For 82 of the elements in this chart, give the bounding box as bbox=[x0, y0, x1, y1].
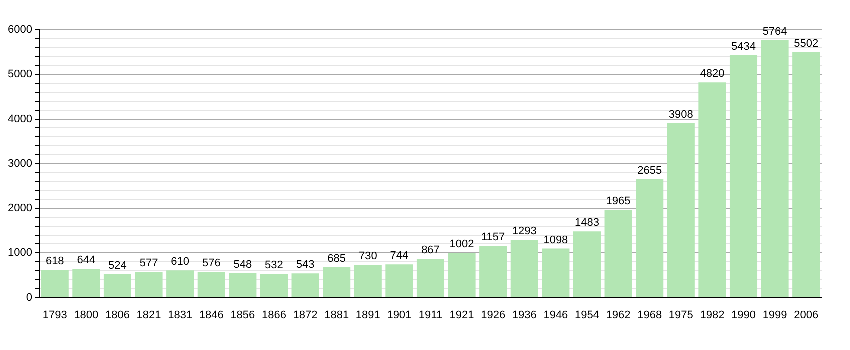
x-tick-label: 1866 bbox=[262, 309, 286, 322]
bar bbox=[416, 259, 445, 298]
x-tick-label: 1846 bbox=[199, 309, 224, 322]
data-label: 1157 bbox=[482, 232, 506, 244]
x-tick-label: 2006 bbox=[794, 309, 819, 322]
bar bbox=[448, 253, 476, 298]
bar bbox=[198, 272, 226, 298]
bar bbox=[41, 270, 69, 298]
data-label: 524 bbox=[108, 260, 127, 272]
data-label: 532 bbox=[265, 260, 284, 272]
bar bbox=[698, 82, 726, 298]
bar bbox=[354, 265, 382, 298]
x-tick-label: 1999 bbox=[762, 309, 788, 322]
bar bbox=[166, 270, 194, 298]
x-tick-label: 1911 bbox=[418, 309, 443, 322]
x-tick-label: 1831 bbox=[168, 309, 193, 322]
data-label: 5434 bbox=[732, 40, 756, 53]
bar bbox=[480, 246, 508, 298]
data-label: 577 bbox=[140, 258, 158, 270]
x-tick-label: 1936 bbox=[512, 309, 537, 322]
x-tick-label: 1872 bbox=[293, 309, 318, 322]
x-tick-label: 1926 bbox=[481, 309, 506, 322]
data-label: 4820 bbox=[700, 68, 725, 80]
bar bbox=[542, 248, 570, 298]
bar bbox=[604, 210, 632, 298]
data-label: 867 bbox=[422, 244, 440, 257]
x-tick-label: 1962 bbox=[606, 309, 631, 322]
y-tick-label: 3000 bbox=[8, 158, 32, 170]
bar bbox=[636, 179, 664, 298]
x-tick-label: 1800 bbox=[74, 309, 99, 322]
y-tick-label: 0 bbox=[26, 292, 32, 304]
data-label: 610 bbox=[171, 256, 190, 268]
bar bbox=[323, 267, 351, 298]
data-label: 5764 bbox=[762, 26, 788, 38]
x-tick-label: 1793 bbox=[42, 309, 68, 322]
bar bbox=[135, 272, 163, 298]
data-label: 576 bbox=[202, 258, 221, 270]
x-tick-label: 1881 bbox=[324, 309, 350, 322]
x-tick-label: 1982 bbox=[700, 309, 725, 322]
data-label: 3908 bbox=[668, 108, 694, 121]
data-label: 685 bbox=[328, 252, 346, 265]
bar bbox=[792, 52, 820, 298]
data-label: 2655 bbox=[638, 164, 662, 177]
bar bbox=[104, 274, 132, 298]
bar bbox=[761, 40, 789, 298]
data-label: 618 bbox=[46, 256, 64, 268]
bar bbox=[292, 274, 320, 298]
data-label: 1293 bbox=[512, 226, 537, 238]
bar bbox=[667, 123, 695, 298]
data-label: 730 bbox=[358, 250, 378, 263]
data-label: 644 bbox=[77, 254, 96, 267]
data-label: 1098 bbox=[544, 234, 568, 246]
y-tick-label: 6000 bbox=[8, 24, 32, 36]
data-label: 1483 bbox=[575, 217, 600, 230]
x-tick-label: 1954 bbox=[575, 309, 600, 322]
y-tick-label: 5000 bbox=[8, 68, 32, 81]
x-tick-label: 1891 bbox=[356, 309, 380, 322]
x-tick-label: 1946 bbox=[544, 309, 568, 322]
y-tick-label: 4000 bbox=[8, 113, 32, 126]
data-label: 1002 bbox=[450, 238, 474, 251]
data-label: 543 bbox=[296, 259, 315, 272]
y-tick-label: 1000 bbox=[8, 247, 32, 260]
x-tick-label: 1821 bbox=[136, 309, 162, 322]
bar bbox=[260, 274, 288, 298]
data-label: 5502 bbox=[794, 38, 819, 50]
data-label: 1965 bbox=[606, 196, 631, 208]
bar bbox=[510, 240, 538, 298]
data-label: 548 bbox=[234, 258, 252, 271]
x-tick-label: 1901 bbox=[387, 309, 412, 322]
x-tick-label: 1806 bbox=[105, 309, 130, 322]
x-tick-label: 1856 bbox=[230, 309, 256, 322]
bar bbox=[229, 273, 257, 298]
bar bbox=[72, 269, 100, 298]
x-tick-label: 1975 bbox=[668, 309, 694, 322]
y-tick-label: 2000 bbox=[8, 202, 32, 215]
data-label: 744 bbox=[390, 250, 409, 262]
bar bbox=[386, 264, 414, 298]
x-tick-label: 1968 bbox=[638, 309, 662, 322]
bar bbox=[730, 55, 758, 298]
x-tick-label: 1990 bbox=[732, 309, 756, 322]
x-tick-label: 1921 bbox=[450, 309, 474, 322]
bar bbox=[573, 232, 602, 298]
